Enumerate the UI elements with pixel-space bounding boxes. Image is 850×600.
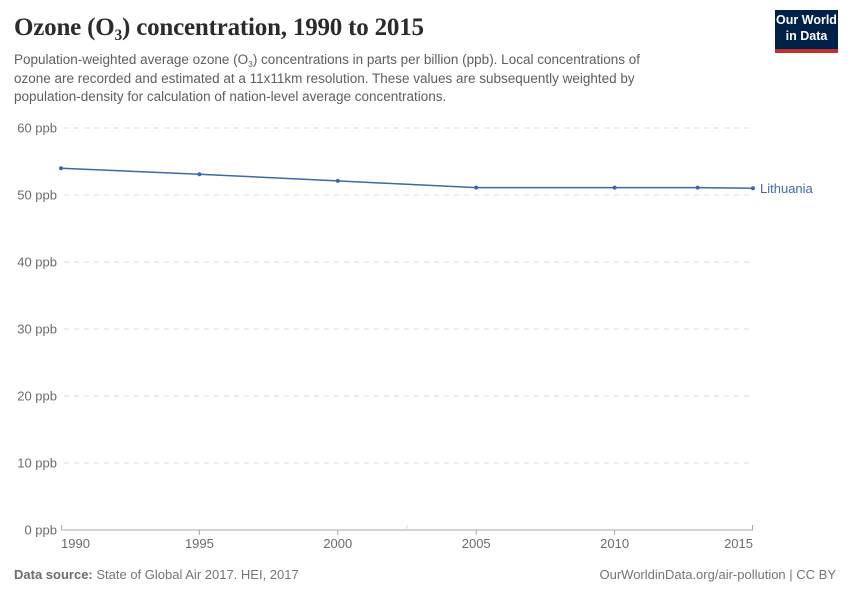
- chart-title-subscript: 3: [114, 26, 123, 44]
- line-chart: 0 ppb 10 ppb 20 ppb 30 ppb 40 ppb 50 ppb 60 pp…: [17, 121, 814, 552]
- data-point[interactable]: [197, 172, 202, 177]
- subtitle-line1-end: ) concentrations in parts per billion (p…: [252, 52, 641, 67]
- data-point[interactable]: [751, 186, 755, 191]
- chart-canvas[interactable]: 0 ppb 10 ppb 20 ppb 30 ppb 40 ppb 50 ppb 60 pp…: [0, 115, 850, 560]
- subtitle-line1: Population-weighted average ozone (O: [14, 52, 249, 67]
- data-point[interactable]: [474, 185, 479, 190]
- y-axis-tick-label: 30 ppb: [17, 322, 57, 337]
- subtitle-subscript: 3: [248, 58, 253, 69]
- chart-title-text-end: ) concentration, 1990 to 2015: [122, 14, 424, 41]
- y-axis-tick-label: 20 ppb: [17, 389, 57, 404]
- y-axis-tick-label: 50 ppb: [17, 188, 57, 203]
- chart-subtitle: Population-weighted average ozone (O3) c…: [14, 51, 734, 106]
- subtitle-line2: ozone are recorded and estimated at a 11…: [14, 71, 635, 86]
- owid-citation-link[interactable]: OurWorldinData.org/air-pollution | CC BY: [599, 567, 836, 582]
- data-point[interactable]: [59, 166, 63, 171]
- subtitle-line3: population-density for calculation of na…: [14, 89, 447, 104]
- x-axis-tick-label: 1995: [185, 536, 214, 551]
- y-axis-tick-label: 0 ppb: [24, 523, 57, 538]
- owid-logo-line2: in Data: [785, 29, 828, 43]
- data-source-text: State of Global Air 2017. HEI, 2017: [92, 567, 299, 582]
- owid-logo-line1: Our World: [776, 13, 837, 27]
- chart-title-text: Ozone (O: [14, 14, 115, 41]
- x-axis-tick-label: 2015: [724, 536, 753, 551]
- chart-title: Ozone (O3) concentration, 1990 to 2015: [14, 14, 754, 44]
- series-line-lithuania[interactable]: [60, 167, 754, 190]
- data-point[interactable]: [612, 185, 617, 190]
- data-point[interactable]: [335, 178, 340, 183]
- owid-logo[interactable]: Our World in Data: [775, 10, 838, 53]
- x-axis-tick-label: 1990: [61, 536, 90, 551]
- series-label-lithuania[interactable]: Lithuania: [760, 181, 814, 196]
- x-axis-tick-label: 2000: [323, 536, 352, 551]
- x-axis-tick-label: 2010: [600, 536, 629, 551]
- y-axis-tick-label: 10 ppb: [17, 456, 57, 471]
- x-axis-tick-label: 2005: [462, 536, 491, 551]
- data-point[interactable]: [695, 185, 700, 190]
- data-source-note: Data source: State of Global Air 2017. H…: [14, 567, 299, 582]
- y-axis-tick-label: 40 ppb: [17, 255, 57, 270]
- y-axis-tick-label: 60 ppb: [17, 121, 57, 136]
- data-source-label: Data source:: [14, 567, 93, 582]
